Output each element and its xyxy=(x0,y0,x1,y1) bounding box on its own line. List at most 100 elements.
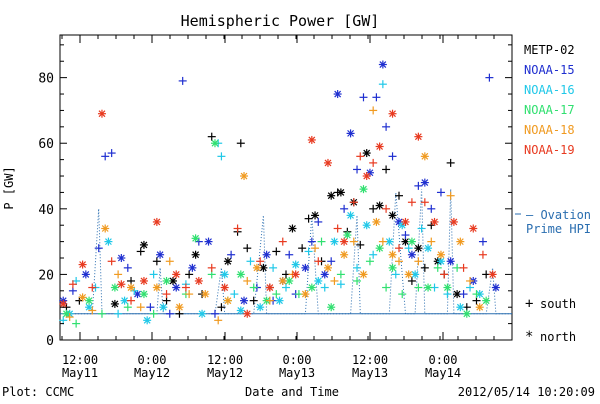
data-point-noaa-19 xyxy=(362,172,371,181)
data-point-noaa-17 xyxy=(482,296,491,305)
data-point-noaa-17 xyxy=(359,185,368,194)
data-point-metp-02 xyxy=(453,290,462,299)
data-point-noaa-15 xyxy=(94,244,103,253)
data-point-noaa-19 xyxy=(395,244,403,253)
data-point-noaa-18 xyxy=(265,296,274,305)
data-point-noaa-18 xyxy=(88,306,97,315)
data-point-noaa-15 xyxy=(240,296,249,305)
data-point-metp-02 xyxy=(249,296,258,305)
data-point-noaa-18 xyxy=(214,316,223,325)
data-point-noaa-18 xyxy=(311,244,320,253)
data-point-noaa-15 xyxy=(485,73,494,82)
data-point-noaa-15 xyxy=(146,303,155,312)
data-point-noaa-16 xyxy=(275,296,284,305)
footer-plot-source: Plot: CCMC xyxy=(2,385,74,399)
data-point-noaa-17 xyxy=(123,303,132,312)
data-point-noaa-19 xyxy=(340,237,349,246)
data-point-metp-02 xyxy=(395,191,403,200)
data-point-noaa-17 xyxy=(162,276,171,285)
data-point-metp-02 xyxy=(298,244,307,253)
data-point-noaa-17 xyxy=(343,231,352,240)
data-point-noaa-16 xyxy=(404,244,413,253)
data-point-noaa-18 xyxy=(175,303,184,312)
data-point-noaa-19 xyxy=(469,224,478,233)
data-point-noaa-17 xyxy=(388,263,397,272)
legend-entry: METP-02 xyxy=(524,43,575,57)
ovation-hpi-line xyxy=(60,189,512,315)
data-point-noaa-15 xyxy=(359,93,368,102)
data-point-noaa-19 xyxy=(152,217,161,226)
data-point-noaa-16 xyxy=(417,224,426,233)
data-point-noaa-18 xyxy=(278,276,287,285)
data-point-noaa-16 xyxy=(220,270,229,279)
data-point-noaa-19 xyxy=(356,152,365,161)
data-point-noaa-18 xyxy=(388,250,397,259)
data-point-noaa-15 xyxy=(210,309,219,318)
data-point-metp-02 xyxy=(191,250,200,259)
data-point-metp-02 xyxy=(375,201,384,210)
data-point-noaa-19 xyxy=(401,217,410,226)
data-point-noaa-17 xyxy=(236,270,245,279)
data-point-noaa-18 xyxy=(127,283,136,292)
data-point-noaa-15 xyxy=(262,250,271,259)
data-point-noaa-15 xyxy=(227,250,236,259)
data-point-noaa-19 xyxy=(314,257,323,266)
data-point-noaa-19 xyxy=(430,217,439,226)
data-point-noaa-15 xyxy=(346,129,355,138)
data-point-noaa-19 xyxy=(333,224,342,233)
data-point-noaa-15 xyxy=(407,250,416,259)
data-point-noaa-16 xyxy=(391,270,400,279)
data-point-noaa-18 xyxy=(78,293,87,302)
data-point-noaa-15 xyxy=(420,178,429,187)
data-point-noaa-18 xyxy=(201,290,210,299)
data-point-noaa-18 xyxy=(372,217,381,226)
legend-entry: NOAA-18 xyxy=(524,123,575,137)
data-point-noaa-16 xyxy=(159,303,168,312)
data-point-noaa-18 xyxy=(446,191,455,200)
data-point-noaa-17 xyxy=(149,309,158,318)
data-point-noaa-16 xyxy=(282,283,290,292)
marker-legend: + south * north xyxy=(525,296,576,345)
data-point-metp-02 xyxy=(110,299,119,308)
data-point-noaa-18 xyxy=(301,290,310,299)
data-point-noaa-19 xyxy=(414,132,423,141)
data-point-metp-02 xyxy=(139,240,148,249)
data-point-metp-02 xyxy=(136,247,145,256)
data-point-noaa-19 xyxy=(207,263,216,272)
x-tick-label-date: May13 xyxy=(352,366,388,380)
data-point-noaa-18 xyxy=(369,106,378,115)
data-point-metp-02 xyxy=(446,158,455,167)
data-point-noaa-18 xyxy=(101,224,110,233)
data-point-noaa-15 xyxy=(478,237,487,246)
data-point-noaa-18 xyxy=(349,237,358,246)
data-point-metp-02 xyxy=(356,240,365,249)
data-point-metp-02 xyxy=(272,247,281,256)
data-point-metp-02 xyxy=(169,276,177,285)
data-point-noaa-17 xyxy=(462,309,471,318)
data-point-noaa-19 xyxy=(459,263,468,272)
data-point-noaa-16 xyxy=(369,250,378,259)
data-point-noaa-19 xyxy=(97,109,106,118)
data-point-noaa-17 xyxy=(139,290,148,299)
data-point-noaa-19 xyxy=(369,158,378,167)
data-point-noaa-15 xyxy=(156,250,165,259)
data-point-noaa-17 xyxy=(272,290,281,299)
data-point-noaa-17 xyxy=(472,290,481,299)
data-point-noaa-15 xyxy=(401,231,410,240)
data-point-noaa-18 xyxy=(323,263,332,272)
data-point-noaa-19 xyxy=(139,276,148,285)
data-point-noaa-17 xyxy=(317,237,326,246)
data-point-noaa-15 xyxy=(446,257,455,266)
data-point-noaa-17 xyxy=(424,283,433,292)
data-point-noaa-16 xyxy=(198,309,207,318)
data-point-noaa-16 xyxy=(314,276,323,285)
data-point-noaa-17 xyxy=(191,234,200,243)
x-tick-label-date: May12 xyxy=(134,366,170,380)
data-point-noaa-16 xyxy=(59,316,68,325)
data-point-noaa-17 xyxy=(307,283,316,292)
marker-label: north xyxy=(540,330,576,344)
data-point-noaa-19 xyxy=(478,250,487,259)
data-point-noaa-18 xyxy=(243,276,252,285)
data-point-noaa-16 xyxy=(320,283,329,292)
data-point-noaa-19 xyxy=(172,270,181,279)
